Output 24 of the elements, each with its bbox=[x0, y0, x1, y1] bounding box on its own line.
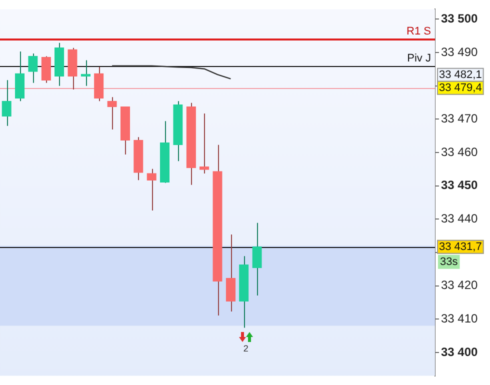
candlestick bbox=[252, 222, 262, 296]
text: 33 482,1 bbox=[439, 68, 482, 81]
y-tick-label: 33 410 bbox=[441, 311, 478, 326]
ref-line-label: 33 431,7 bbox=[439, 240, 482, 253]
text: 33s bbox=[440, 256, 458, 268]
annotation: 2 bbox=[243, 343, 248, 354]
ref-line-label: 33 479,4 bbox=[439, 82, 482, 94]
candlestick bbox=[146, 168, 156, 211]
candlestick bbox=[14, 51, 25, 102]
ref-line-label: Piv J bbox=[407, 52, 431, 64]
y-tick-label: 33 490 bbox=[441, 44, 478, 59]
y-tick-label: 33 400 bbox=[441, 344, 478, 359]
candlestick bbox=[107, 96, 117, 130]
y-tick-label: 33 440 bbox=[441, 211, 478, 226]
y-tick-label: 33 470 bbox=[441, 111, 478, 126]
candlestick bbox=[41, 56, 51, 84]
y-tick-label: 33 450 bbox=[441, 178, 478, 192]
y-tick-label: 33 460 bbox=[441, 144, 478, 159]
y-tick-label: 33 500 bbox=[441, 12, 478, 26]
candlestick bbox=[94, 66, 104, 102]
y-tick-label: 33 420 bbox=[441, 278, 478, 292]
candlestick bbox=[199, 113, 210, 174]
ref-line-label: R1 S bbox=[406, 26, 431, 38]
candlestick bbox=[226, 234, 236, 312]
